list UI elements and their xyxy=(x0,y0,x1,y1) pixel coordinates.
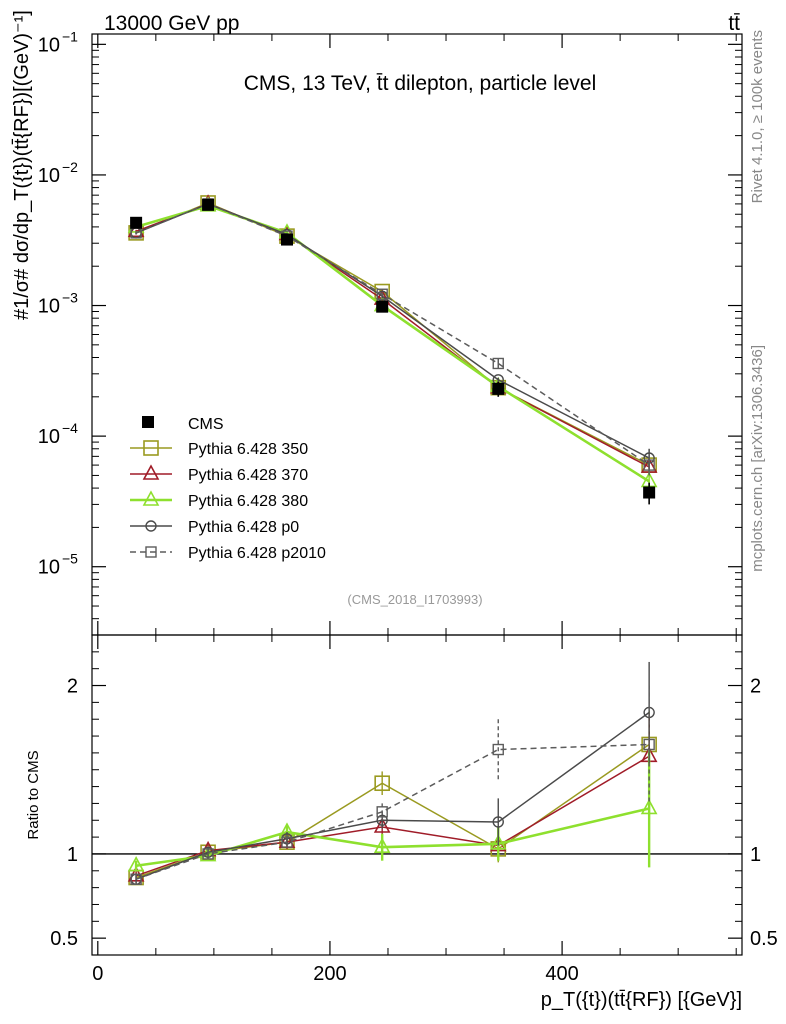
y-tick-exponent: −1 xyxy=(62,28,78,44)
ratio-plot-frame xyxy=(91,634,743,956)
rivet-label: Rivet 4.1.0, ≥ 100k events xyxy=(749,30,766,203)
x-tick-label: 0 xyxy=(92,963,103,985)
ratio-y-tick-label: 1 xyxy=(67,844,78,866)
ratio-y-axis-label: Ratio to CMS xyxy=(25,750,42,839)
process-label: tt̄ xyxy=(728,12,740,35)
ratio-point xyxy=(281,836,293,848)
ratio-point xyxy=(376,814,388,826)
ratio-point xyxy=(373,837,391,854)
series-point xyxy=(376,288,388,300)
legend-marker xyxy=(145,546,157,558)
mcplots-label: mcplots.cern.ch [arXiv:1306.3436] xyxy=(749,345,766,572)
data-point xyxy=(376,300,389,313)
data-point xyxy=(492,382,505,395)
ratio-y-tick-label: 2 xyxy=(67,676,78,698)
ratio-point xyxy=(374,775,390,792)
x-tick-label: 400 xyxy=(545,963,578,985)
analysis-id: (CMS_2018_I1703993) xyxy=(347,592,482,607)
legend-label: Pythia 6.428 p2010 xyxy=(188,545,326,562)
y-tick-label: 10 xyxy=(38,165,60,187)
data-point xyxy=(281,233,293,246)
y-tick-label: 10 xyxy=(38,557,60,579)
ratio-point xyxy=(373,817,391,833)
x-tick-label: 200 xyxy=(313,963,346,985)
y-tick-exponent: −5 xyxy=(62,551,78,567)
legend-marker xyxy=(142,416,154,428)
y-tick-label: 10 xyxy=(38,34,60,56)
x-axis-label: p_T({t})(tt̄{RF}) [{GeV}] xyxy=(541,989,742,1011)
legend-marker xyxy=(143,440,159,456)
ratio-line xyxy=(135,743,650,880)
y-tick-label: 10 xyxy=(38,426,60,448)
data-point xyxy=(643,486,656,499)
series-line xyxy=(135,203,650,466)
y-tick-exponent: −3 xyxy=(62,290,78,306)
legend-label: CMS xyxy=(188,416,224,433)
series-point xyxy=(492,357,504,370)
legend-marker xyxy=(142,490,160,506)
y-tick-exponent: −2 xyxy=(62,159,78,175)
y-tick-exponent: −4 xyxy=(62,420,78,436)
chart-title: CMS, 13 TeV, t̄t dilepton, particle leve… xyxy=(244,72,597,95)
ratio-y-tick-label: 0.5 xyxy=(50,928,78,950)
ratio-line xyxy=(135,711,650,880)
ratio-point xyxy=(376,806,388,818)
legend-marker xyxy=(145,520,157,532)
beam-label: 13000 GeV pp xyxy=(104,12,239,35)
ratio-point xyxy=(492,816,504,828)
ratio-y-tick-label-right: 1 xyxy=(750,844,761,866)
ratio-point xyxy=(640,798,658,815)
ratio-point xyxy=(127,856,145,872)
legend-label: Pythia 6.428 350 xyxy=(188,441,308,458)
ratio-line xyxy=(135,755,650,877)
legend-marker xyxy=(142,464,160,480)
ratio-point xyxy=(492,743,504,756)
legend-label: Pythia 6.428 380 xyxy=(188,493,308,510)
ratio-y-tick-label-right: 0.5 xyxy=(750,928,778,950)
ratio-point xyxy=(130,873,142,885)
y-axis-label: #1/σ# dσ/dp_T({t})(tt̄{RF})[(GeV)⁻¹] xyxy=(11,10,33,320)
legend-label: Pythia 6.428 p0 xyxy=(188,519,299,536)
legend-label: Pythia 6.428 370 xyxy=(188,467,308,484)
y-tick-label: 10 xyxy=(38,296,60,318)
ratio-point xyxy=(202,848,214,860)
series-point xyxy=(643,459,655,471)
data-point xyxy=(130,216,143,229)
ratio-y-tick-label-right: 2 xyxy=(750,676,761,698)
ratio-point xyxy=(489,834,507,850)
data-point xyxy=(202,198,215,211)
ratio-point xyxy=(643,738,655,751)
